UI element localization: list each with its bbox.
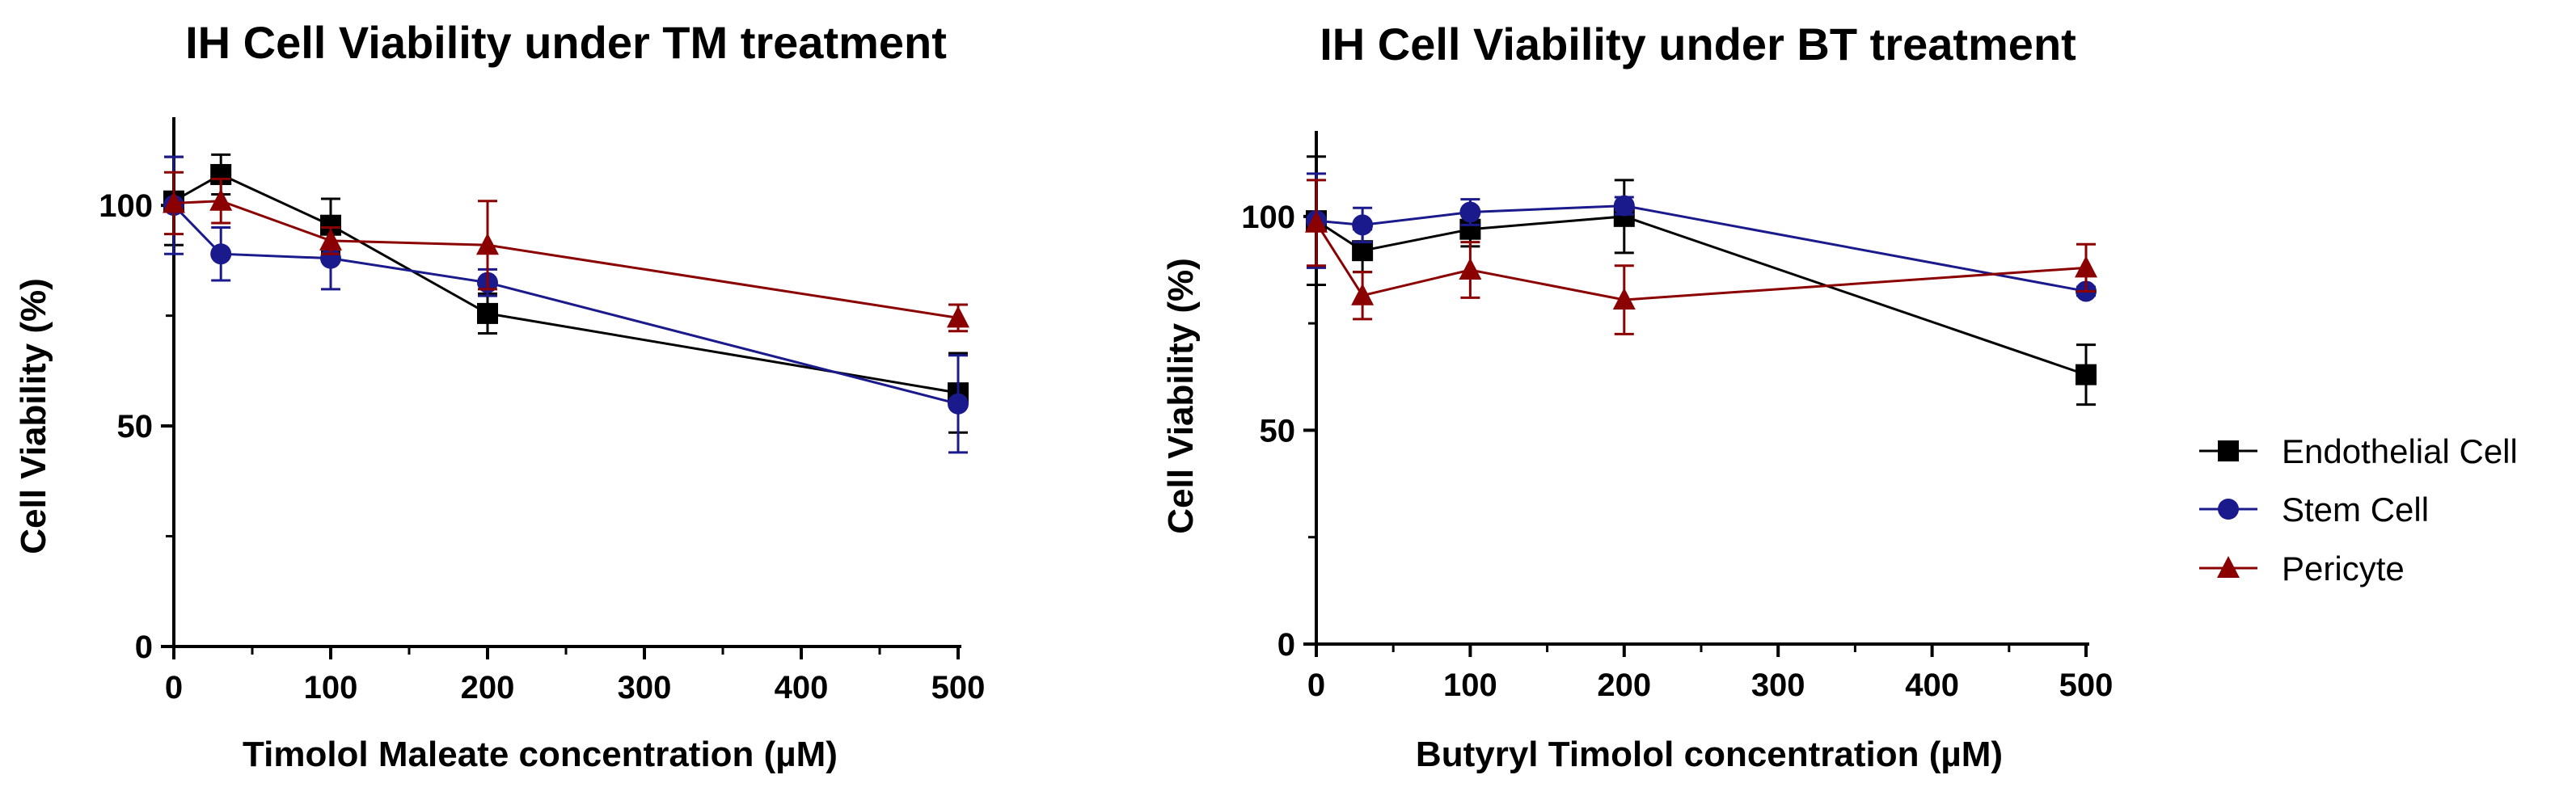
series-endothelial-cell xyxy=(163,153,969,434)
data-point xyxy=(210,243,232,265)
data-point xyxy=(1352,214,1374,236)
data-point xyxy=(209,188,233,211)
chart-tm-treatment: IH Cell Viability under TM treatment Tim… xyxy=(14,17,985,774)
y-tick-label: 50 xyxy=(117,409,154,444)
series-pericyte xyxy=(163,171,969,333)
x-tick-label: 500 xyxy=(931,670,986,705)
series-pericyte xyxy=(1305,179,2097,335)
data-point xyxy=(319,228,342,251)
y-tick-label: 100 xyxy=(99,188,153,224)
series-stem-cell xyxy=(163,155,969,454)
data-point xyxy=(163,191,185,213)
data-point xyxy=(1459,257,1482,280)
legend-item: Endothelial Cell xyxy=(2199,432,2518,470)
series-line xyxy=(173,173,959,394)
y-axis-label: Cell Viability (%) xyxy=(1161,258,1201,534)
legend: Endothelial Cell Stem Cell Pericyte xyxy=(2199,432,2518,588)
data-point xyxy=(1613,195,1635,217)
x-tick-label: 200 xyxy=(1597,668,1651,703)
y-axis-label: Cell Viability (%) xyxy=(14,278,53,554)
data-point xyxy=(1459,201,1481,223)
chart-title: IH Cell Viability under BT treatment xyxy=(1320,19,2076,69)
x-axis-label: Timolol Maleate concentration (µM) xyxy=(243,735,838,774)
x-tick-label: 400 xyxy=(775,670,829,705)
y-tick-label: 50 xyxy=(1260,413,1296,449)
chart-title: IH Cell Viability under TM treatment xyxy=(185,17,947,68)
y-tick-label: 0 xyxy=(1277,627,1295,663)
y-tick-label: 100 xyxy=(1241,200,1295,235)
y-tick-label: 0 xyxy=(135,630,153,665)
legend-label: Endothelial Cell xyxy=(2282,432,2518,470)
x-tick-label: 300 xyxy=(1751,668,1805,703)
x-tick-label: 500 xyxy=(2059,668,2114,703)
legend-label: Pericyte xyxy=(2282,550,2405,588)
legend-item: Pericyte xyxy=(2199,550,2405,588)
data-point xyxy=(2076,364,2097,385)
legend-label: Stem Cell xyxy=(2282,491,2429,529)
data-point xyxy=(1612,288,1636,310)
series-line xyxy=(173,200,959,319)
series-line xyxy=(172,204,959,406)
circle-marker-icon xyxy=(2218,499,2239,520)
data-point xyxy=(948,393,969,415)
triangle-marker-icon xyxy=(2217,556,2240,578)
data-point xyxy=(1305,210,1328,233)
x-tick-label: 200 xyxy=(461,670,515,705)
plot-area: 0 100 200 300 400 500 0 50 100 xyxy=(99,117,985,705)
x-tick-label: 100 xyxy=(1443,668,1497,703)
x-tick-label: 0 xyxy=(165,670,183,705)
data-point xyxy=(947,305,969,328)
legend-item: Stem Cell xyxy=(2199,491,2429,529)
x-tick-label: 100 xyxy=(304,670,358,705)
plot-area: 0 100 200 300 400 500 0 50 100 xyxy=(1241,131,2113,703)
square-marker-icon xyxy=(2218,440,2239,461)
series-stem-cell xyxy=(1306,172,2097,302)
x-tick-label: 400 xyxy=(1905,668,1959,703)
data-point xyxy=(476,233,499,255)
x-tick-label: 300 xyxy=(618,670,672,705)
x-axis-label: Butyryl Timolol concentration (µM) xyxy=(1416,735,2003,774)
x-tick-label: 0 xyxy=(1307,668,1325,703)
data-point xyxy=(1352,240,1374,262)
chart-bt-treatment: IH Cell Viability under BT treatment But… xyxy=(1161,19,2113,774)
series-line xyxy=(1315,221,2087,301)
data-point xyxy=(477,302,498,324)
data-point xyxy=(2075,255,2097,278)
data-point xyxy=(1351,283,1375,305)
